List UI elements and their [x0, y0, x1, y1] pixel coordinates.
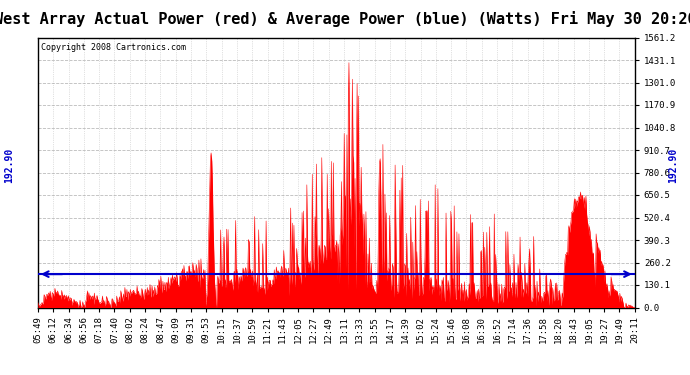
- Text: West Array Actual Power (red) & Average Power (blue) (Watts) Fri May 30 20:20: West Array Actual Power (red) & Average …: [0, 11, 690, 27]
- Text: 192.90: 192.90: [669, 147, 678, 183]
- Text: Copyright 2008 Cartronics.com: Copyright 2008 Cartronics.com: [41, 43, 186, 52]
- Text: 192.90: 192.90: [4, 147, 14, 183]
